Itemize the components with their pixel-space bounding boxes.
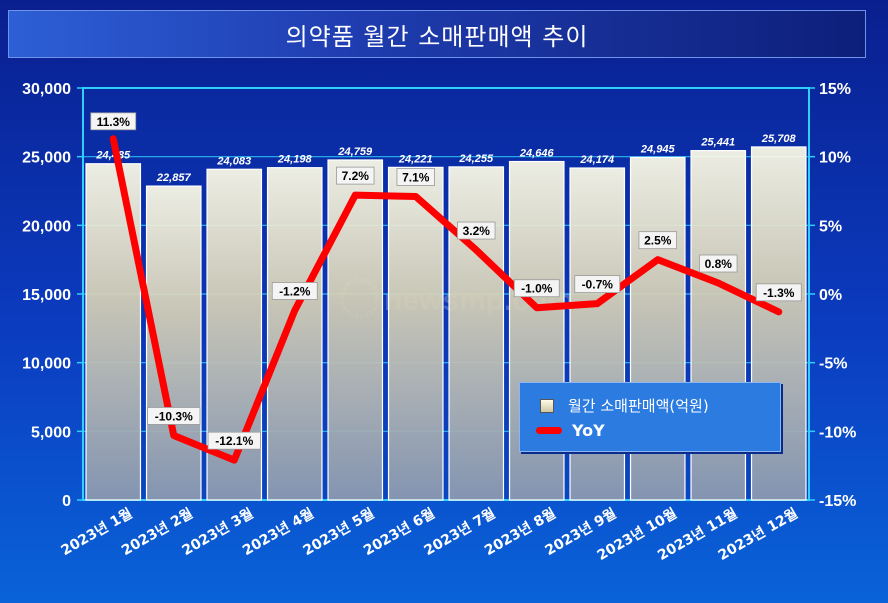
y-left-tick-label: 30,000 <box>22 81 71 98</box>
yoy-label-box <box>207 431 261 450</box>
yoy-label-box <box>513 279 560 298</box>
bar <box>387 166 444 501</box>
chart-title: 의약품 월간 소매판매액 추이 <box>285 22 589 51</box>
bar-value-label: 24,198 <box>277 154 313 166</box>
yoy-value-label: -0.7% <box>582 278 614 292</box>
legend-line-swatch <box>536 427 562 434</box>
yoy-label-box <box>699 254 738 273</box>
legend-item-sales: 월간 소매판매액(억원) <box>540 395 709 416</box>
bar-value-label: 25,441 <box>700 137 735 149</box>
chart-title-bar: 의약품 월간 소매판매액 추이 <box>8 10 866 58</box>
y-right-tick-label: -10% <box>819 424 856 441</box>
bar-value-label: 24,083 <box>216 155 251 167</box>
yoy-label-box <box>271 282 318 300</box>
yoy-label-box <box>574 275 621 294</box>
yoy-value-label: 2.5% <box>644 234 672 248</box>
bar <box>145 185 202 501</box>
yoy-value-label: 7.1% <box>402 170 430 184</box>
yoy-value-label: -1.3% <box>763 286 795 300</box>
y-left-tick-label: 20,000 <box>22 218 71 235</box>
yoy-label-box <box>396 168 435 186</box>
yoy-label-box <box>457 221 496 240</box>
yoy-label-box <box>147 407 201 425</box>
bar <box>448 166 505 501</box>
y-left-tick-label: 15,000 <box>22 287 71 304</box>
y-left-tick-label: 5,000 <box>31 424 71 441</box>
y-right-tick-label: 15% <box>819 81 851 98</box>
y-left-tick-label: 10,000 <box>22 356 71 373</box>
yoy-label-box <box>336 166 375 185</box>
bar-value-label: 24,255 <box>458 153 494 165</box>
yoy-value-label: 3.2% <box>463 224 491 238</box>
yoy-value-label: -12.1% <box>215 434 253 448</box>
bar <box>85 163 142 501</box>
bar-value-label: 24,221 <box>398 153 433 165</box>
yoy-value-label: -1.0% <box>521 282 553 296</box>
bar-value-label: 22,857 <box>156 172 192 184</box>
yoy-label-box <box>90 112 137 131</box>
legend-bar-swatch <box>540 398 554 413</box>
bar-value-label: 24,945 <box>640 143 676 155</box>
yoy-value-label: 11.3% <box>97 115 131 129</box>
chart-legend: 월간 소매판매액(억원) YoY <box>519 382 781 452</box>
y-right-tick-label: 0% <box>819 287 842 304</box>
yoy-value-label: -10.3% <box>155 409 193 423</box>
yoy-value-label: 0.8% <box>705 257 733 271</box>
yoy-value-label: -1.2% <box>279 284 311 298</box>
yoy-label-box <box>638 231 677 250</box>
yoy-line <box>109 135 783 464</box>
bar <box>327 159 384 501</box>
bar-value-label: 24,646 <box>519 148 555 160</box>
y-left-tick-label: 0 <box>62 493 71 510</box>
y-right-tick-label: -5% <box>819 356 847 373</box>
bar-value-label: 25,708 <box>761 133 797 145</box>
y-right-tick-label: -15% <box>819 493 856 510</box>
bar-value-label: 24,759 <box>337 146 373 158</box>
legend-item-yoy: YoY <box>536 421 605 440</box>
bar <box>266 167 323 501</box>
y-right-tick-label: 10% <box>819 150 851 167</box>
yoy-value-label: 7.2% <box>342 169 370 183</box>
legend-label-yoy: YoY <box>572 421 605 440</box>
yoy-label-box <box>755 283 802 302</box>
y-left-tick-label: 25,000 <box>22 150 71 167</box>
y-right-tick-label: 5% <box>819 218 842 235</box>
legend-label-sales: 월간 소매판매액(억원) <box>568 397 709 415</box>
bar-value-label: 24,174 <box>579 154 614 166</box>
